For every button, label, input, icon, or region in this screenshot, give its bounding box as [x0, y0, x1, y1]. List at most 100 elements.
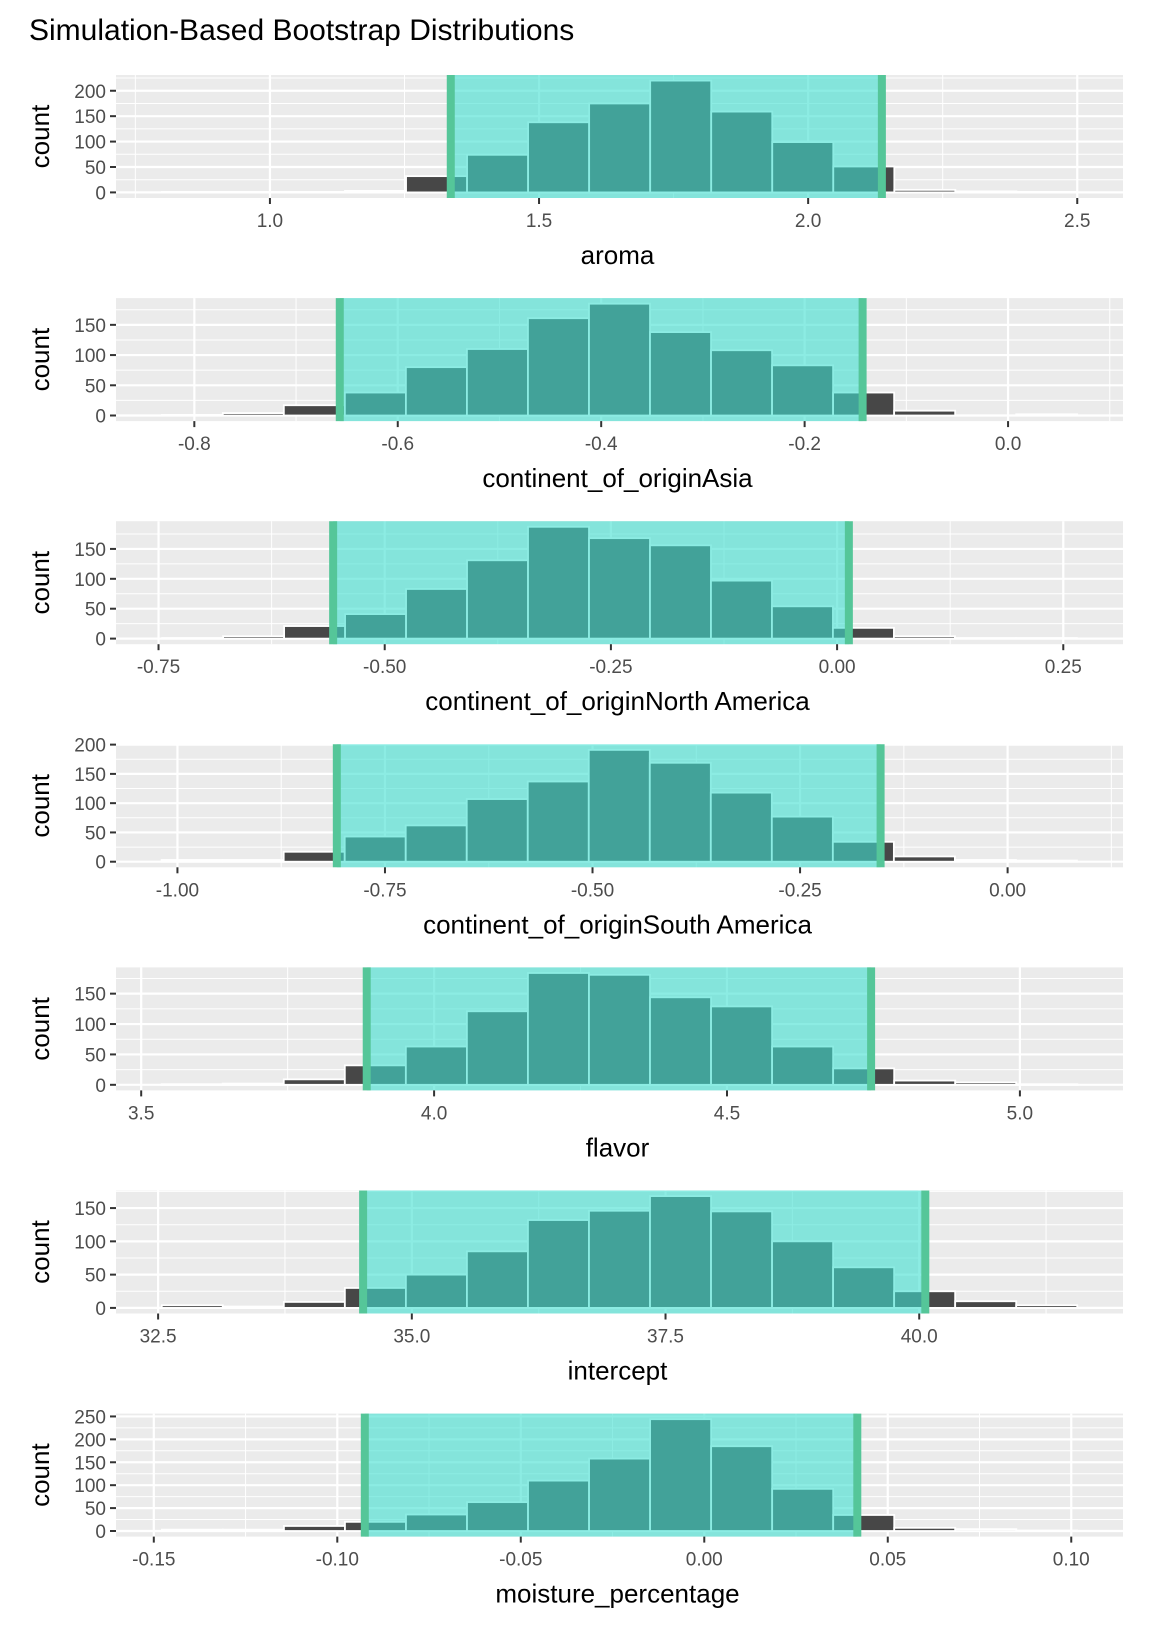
x-tick-label: 2.5 [1064, 211, 1090, 232]
panel-intercept: 32.5 35.0 37.5 40.0 0 50 100 150 intercept count [25, 1190, 1123, 1386]
x-axis-title: aroma [581, 240, 655, 270]
histogram-bar [893, 635, 956, 640]
chart-title: Simulation-Based Bootstrap Distributions [29, 14, 574, 47]
y-axis-title: count [25, 1443, 55, 1507]
x-tick-label: 32.5 [140, 1327, 177, 1348]
y-tick-label: 0 [95, 407, 106, 428]
x-tick-label: 5.0 [1007, 1103, 1033, 1124]
y-axis-title: count [25, 327, 55, 391]
x-tick-label: -1.00 [156, 880, 199, 901]
y-tick-label: 250 [74, 1407, 106, 1428]
x-axis-title: intercept [568, 1356, 668, 1386]
y-axis-title: count [25, 104, 55, 168]
y-tick-label: 150 [74, 316, 106, 337]
y-axis-title: count [25, 1219, 55, 1283]
y-tick-label: 150 [74, 765, 106, 786]
panel-aroma: 1.0 1.5 2.0 2.5 0 50 100 150 200 aroma count [25, 75, 1123, 270]
y-tick-label: 0 [95, 1522, 106, 1543]
histogram-bar [1015, 413, 1079, 417]
y-tick-label: 50 [85, 600, 106, 621]
x-tick-label: 37.5 [647, 1327, 684, 1348]
x-tick-label: 35.0 [393, 1327, 430, 1348]
y-tick-label: 150 [74, 107, 106, 128]
x-axis-title: continent_of_originSouth America [423, 909, 812, 939]
y-tick-label: 0 [95, 630, 106, 651]
panel-continent-of-originasia: -0.8 -0.6 -0.4 -0.2 0.0 0 50 100 150 continent_of… [25, 298, 1123, 493]
ci-shade [339, 298, 863, 422]
histogram-bar [222, 191, 285, 194]
histogram-bar [221, 412, 285, 417]
x-tick-label: 2.0 [795, 211, 821, 232]
histogram-bar [1015, 859, 1078, 863]
ci-shade [336, 744, 881, 868]
x-tick-label: 4.5 [714, 1103, 740, 1124]
histogram-bar [893, 188, 957, 194]
histogram-bar [954, 1081, 1018, 1086]
histogram-bar [160, 1304, 224, 1309]
x-tick-label: 4.0 [421, 1103, 447, 1124]
x-tick-label: -0.50 [363, 657, 406, 678]
x-tick-label: -0.6 [381, 434, 414, 455]
x-tick-label: -0.8 [178, 434, 211, 455]
y-tick-label: 150 [74, 1453, 106, 1474]
y-axis-title: count [25, 996, 55, 1060]
y-tick-label: 0 [95, 1076, 106, 1097]
panel-moisture-percentage: -0.15 -0.10 -0.05 0.00 0.05 0.10 0501001502002… [25, 1407, 1123, 1609]
histogram-bar [282, 404, 346, 417]
y-axis-title: count [25, 773, 55, 837]
histogram-bar [160, 1083, 224, 1086]
x-tick-label: -0.25 [589, 657, 632, 678]
x-tick-label: 0.00 [819, 657, 856, 678]
y-tick-label: 50 [85, 158, 106, 179]
y-tick-label: 0 [95, 1299, 106, 1320]
ci-shade [366, 967, 872, 1091]
histogram-bar [954, 1300, 1018, 1309]
ci-shade [450, 75, 882, 198]
histogram-bar [954, 1528, 1018, 1532]
y-tick-label: 50 [85, 376, 106, 397]
histogram-bar [161, 637, 225, 640]
histogram-bar [893, 409, 957, 417]
histogram-bar [222, 1528, 285, 1532]
x-tick-label: -0.15 [132, 1550, 175, 1571]
histogram-bar [344, 189, 407, 194]
panel-continent-of-originsouth-america: -1.00 -0.75 -0.50 -0.25 0.00 0 50 100 150 200 cont… [25, 736, 1123, 939]
x-tick-label: -0.05 [499, 1550, 542, 1571]
y-tick-label: 100 [74, 1232, 106, 1253]
x-tick-label: 0.05 [869, 1550, 906, 1571]
histogram-bar [282, 1301, 346, 1309]
x-tick-label: 40.0 [901, 1327, 938, 1348]
ci-shade [364, 1413, 858, 1537]
histogram-bar [893, 1526, 957, 1532]
histogram-bar [221, 859, 285, 863]
histogram-bar [953, 859, 1017, 863]
y-tick-label: 50 [85, 1499, 106, 1520]
histogram-bar [953, 637, 1017, 640]
y-tick-label: 200 [74, 82, 106, 103]
x-axis-title: flavor [586, 1132, 650, 1162]
x-tick-label: -0.2 [788, 434, 821, 455]
x-tick-label: 3.5 [128, 1103, 154, 1124]
y-tick-label: 50 [85, 1045, 106, 1066]
x-tick-label: 1.5 [526, 211, 552, 232]
histogram-bar [282, 1078, 346, 1086]
y-tick-label: 100 [74, 1015, 106, 1036]
x-tick-label: 0.10 [1053, 1550, 1090, 1571]
histogram-bar [954, 190, 1018, 194]
x-axis-title: moisture_percentage [495, 1579, 739, 1609]
x-tick-label: -0.10 [316, 1550, 359, 1571]
y-tick-label: 50 [85, 823, 106, 844]
y-tick-label: 100 [74, 133, 106, 154]
histogram-bar [892, 855, 956, 863]
x-tick-label: -0.75 [363, 880, 406, 901]
histogram-bar [161, 191, 224, 194]
y-tick-label: 100 [74, 570, 106, 591]
y-tick-label: 0 [95, 183, 106, 204]
histogram-bar [1014, 637, 1078, 640]
y-tick-label: 100 [74, 346, 106, 367]
histogram-bar [283, 1525, 346, 1532]
x-tick-label: 0.00 [686, 1550, 723, 1571]
x-tick-label: 0.00 [989, 880, 1026, 901]
histogram-bar [221, 1305, 285, 1309]
